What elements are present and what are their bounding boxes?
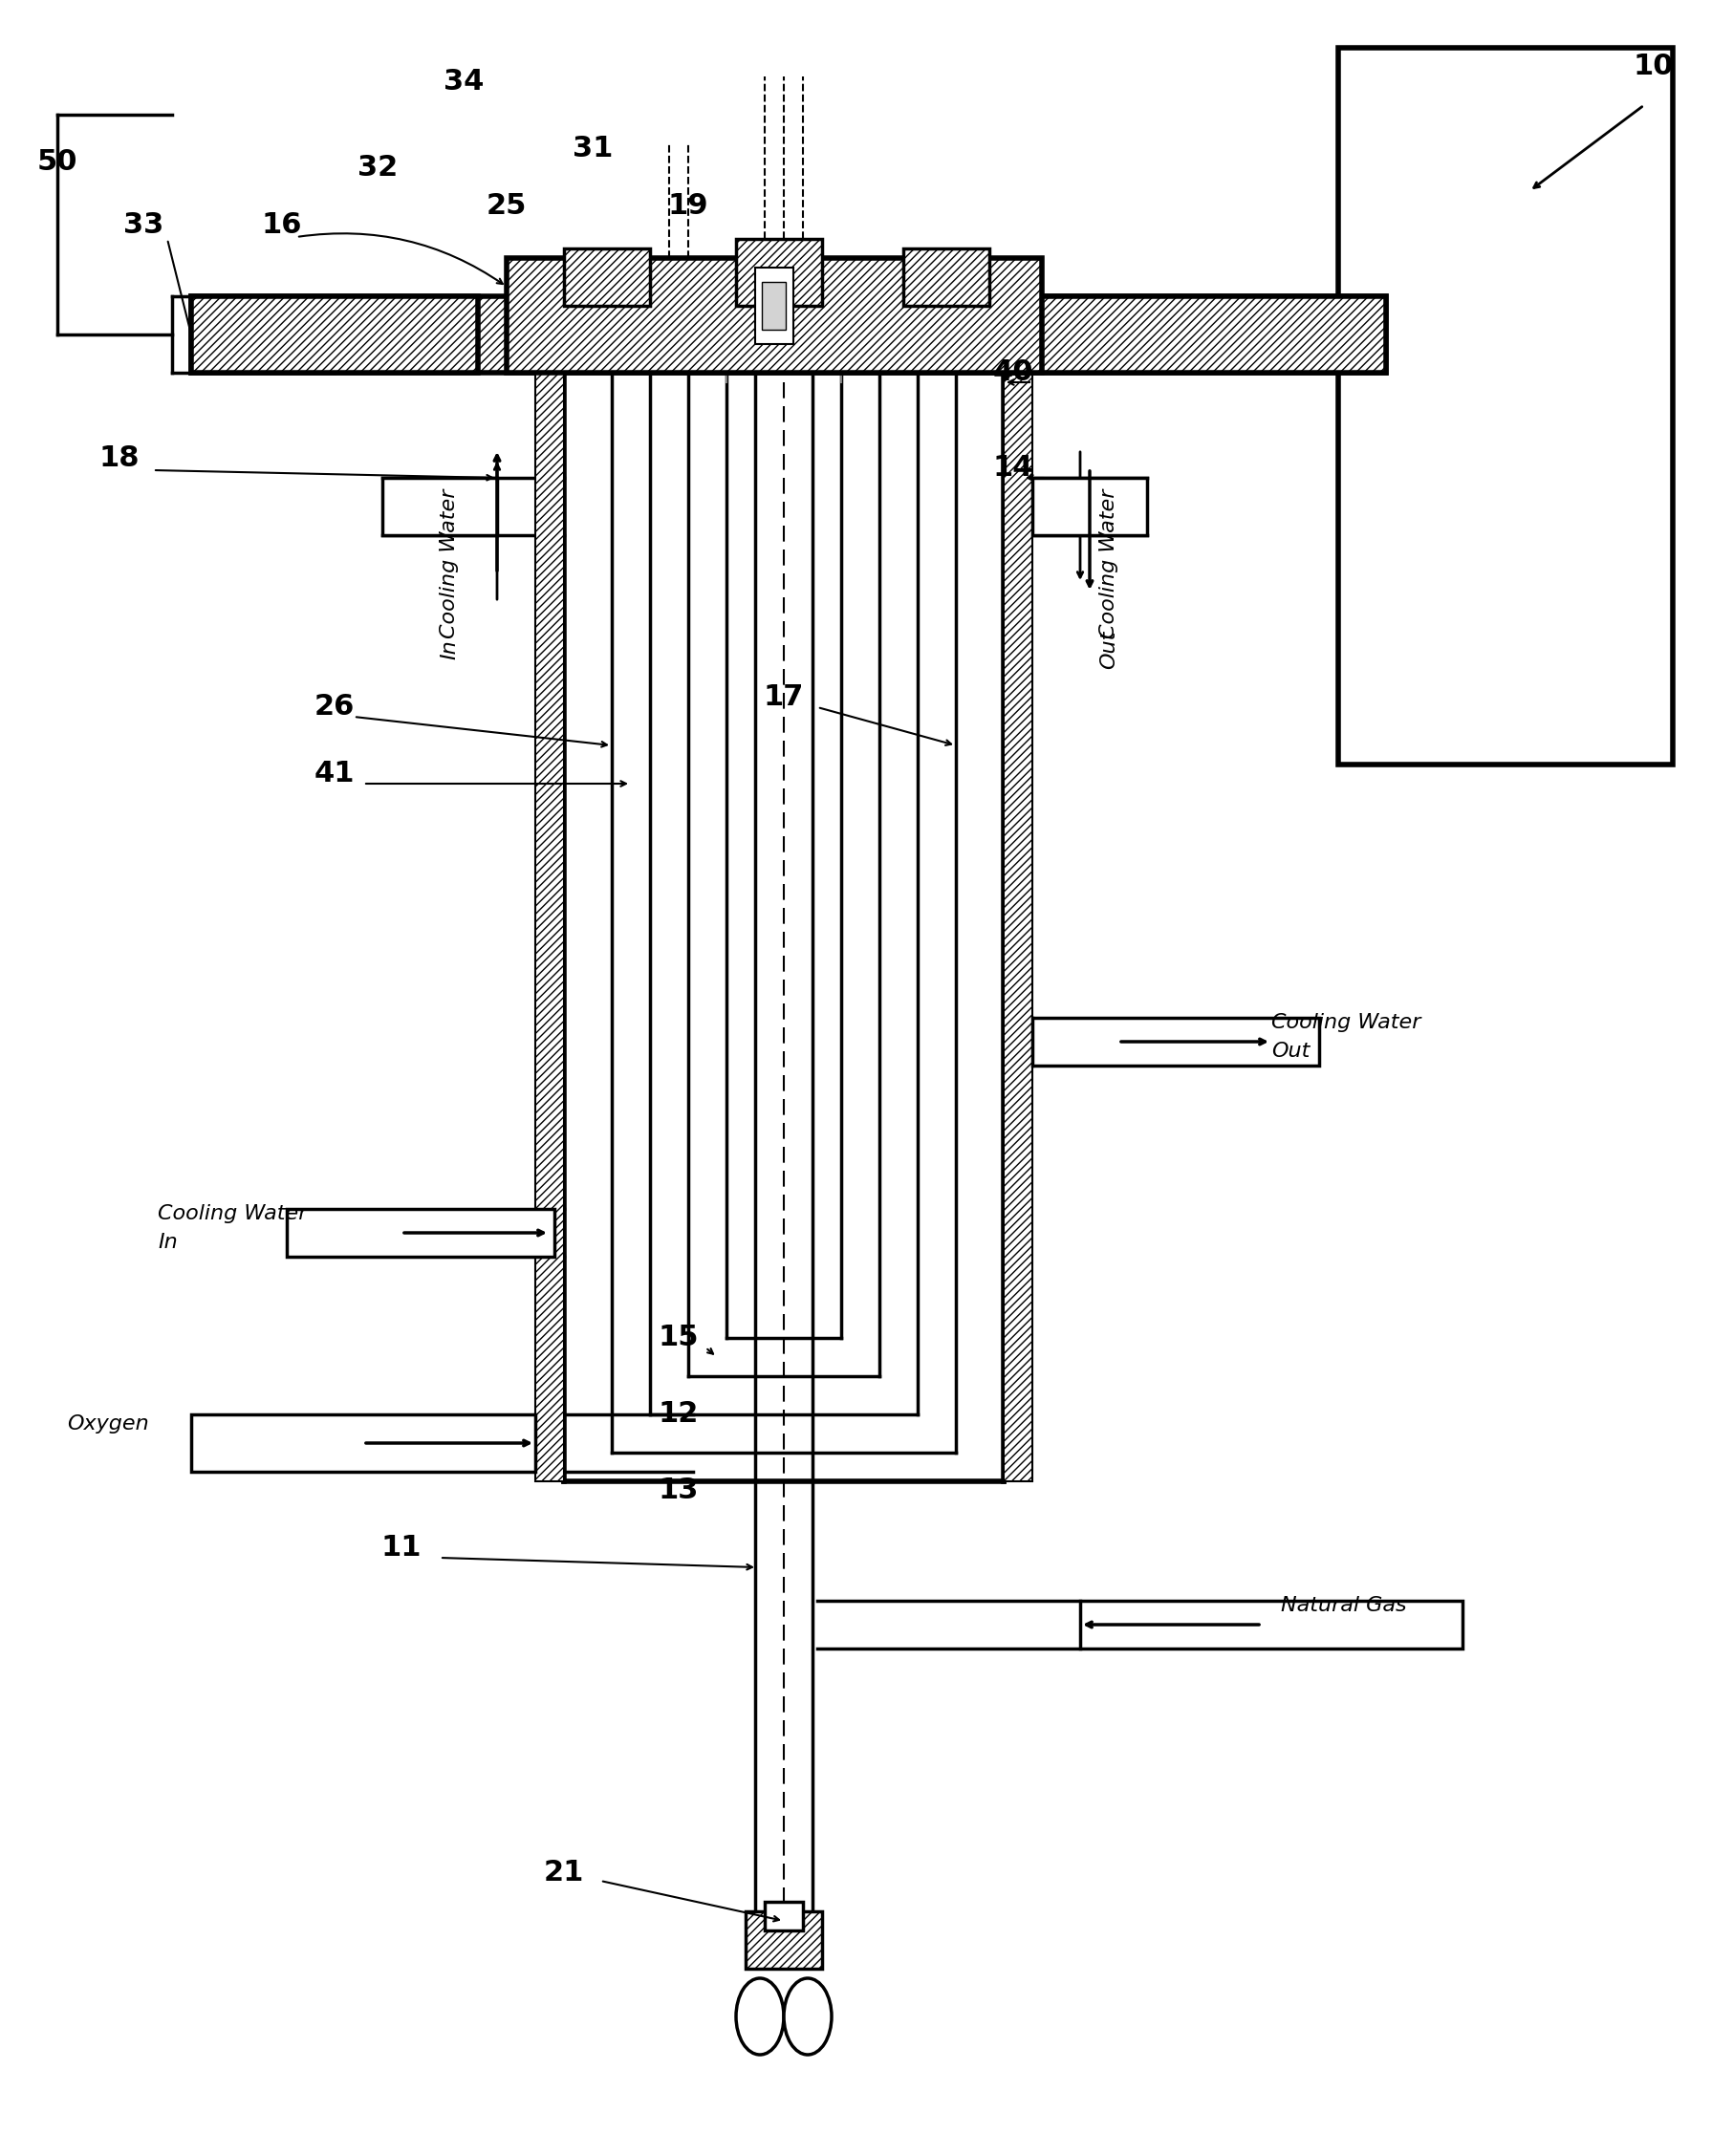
Ellipse shape	[737, 1979, 783, 2055]
Text: 18: 18	[99, 444, 140, 472]
Text: 14: 14	[993, 455, 1033, 483]
Text: 41: 41	[314, 761, 355, 787]
Text: 31: 31	[572, 134, 613, 162]
Text: Cooling Water: Cooling Water	[158, 1205, 307, 1222]
Text: Cooling Water: Cooling Water	[1272, 1013, 1421, 1033]
Bar	[903, 248, 990, 306]
Text: 17: 17	[764, 683, 804, 711]
Text: 25: 25	[487, 192, 527, 220]
Text: 19: 19	[667, 192, 709, 220]
Bar	[756, 267, 794, 345]
Text: 21: 21	[544, 1858, 584, 1886]
Text: In: In	[440, 640, 459, 660]
Text: Out: Out	[1272, 1041, 1310, 1061]
Bar	[763, 282, 785, 330]
Text: 16: 16	[262, 211, 302, 239]
Bar	[1033, 1018, 1319, 1065]
Text: 11: 11	[381, 1535, 421, 1563]
Bar	[1080, 1600, 1463, 1649]
Text: Cooling Water: Cooling Water	[440, 489, 459, 638]
Bar	[1003, 373, 1033, 1481]
Text: 10: 10	[1632, 54, 1674, 80]
Text: 40: 40	[993, 358, 1033, 386]
Text: 32: 32	[357, 153, 399, 181]
Bar	[737, 239, 821, 306]
Text: 33: 33	[123, 211, 163, 239]
Bar	[191, 1414, 535, 1473]
Text: Natural Gas: Natural Gas	[1281, 1595, 1407, 1615]
Text: Out: Out	[1099, 630, 1118, 668]
Bar	[1033, 479, 1147, 535]
Bar	[745, 1912, 821, 1968]
Text: 12: 12	[659, 1401, 698, 1427]
Bar	[563, 248, 650, 306]
Bar	[191, 295, 1386, 373]
Text: 26: 26	[314, 694, 355, 720]
Bar	[506, 259, 1042, 373]
Bar	[1338, 47, 1672, 765]
Text: 34: 34	[444, 67, 484, 95]
Text: 50: 50	[36, 149, 78, 177]
Bar	[535, 373, 563, 1481]
Bar	[1003, 295, 1386, 373]
Text: Cooling Water: Cooling Water	[1099, 489, 1118, 638]
Bar	[764, 1902, 802, 1930]
Text: Oxygen: Oxygen	[68, 1414, 149, 1434]
Bar	[191, 295, 478, 373]
Text: 15: 15	[659, 1324, 698, 1352]
Text: In: In	[158, 1233, 177, 1253]
Bar	[286, 1210, 555, 1257]
Ellipse shape	[783, 1979, 832, 2055]
Text: 13: 13	[659, 1477, 698, 1505]
Bar	[383, 479, 497, 535]
